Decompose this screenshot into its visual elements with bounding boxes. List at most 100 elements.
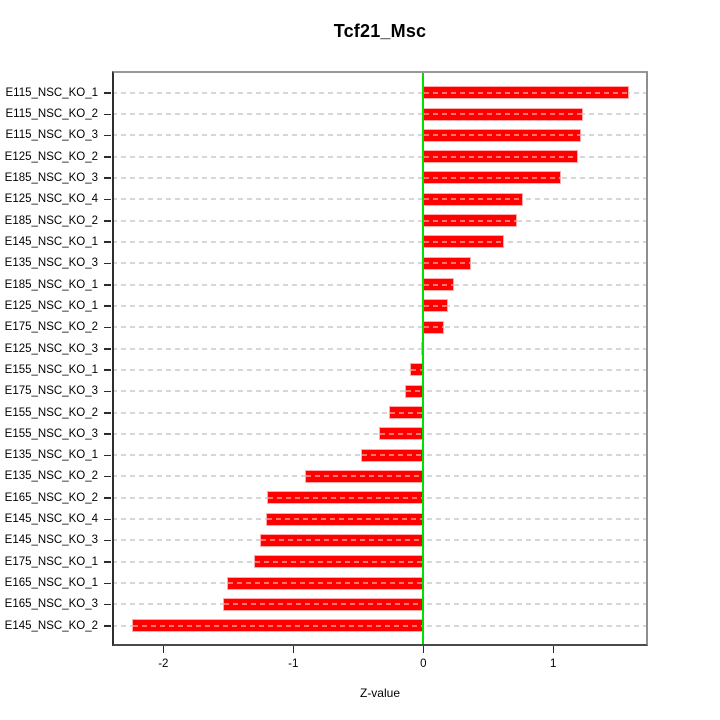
bar [423, 320, 445, 334]
bar [254, 555, 424, 569]
bar [423, 171, 562, 185]
gridline [112, 411, 648, 414]
gridline [112, 304, 648, 307]
bar [379, 427, 424, 441]
y-axis-tick [104, 582, 111, 585]
y-axis-category-label: E155_NSC_KO_3 [4, 427, 98, 440]
y-axis-category-label: E125_NSC_KO_4 [4, 193, 98, 206]
y-axis-category-label: E125_NSC_KO_2 [4, 150, 98, 163]
y-axis-tick [104, 603, 111, 606]
x-axis-label: Z-value [359, 686, 400, 700]
y-axis-category-label: E155_NSC_KO_1 [4, 363, 98, 376]
y-axis-category-label: E165_NSC_KO_2 [4, 491, 98, 504]
bar [227, 576, 424, 590]
gridline [112, 91, 648, 94]
gridline [112, 113, 648, 116]
y-axis-tick [104, 284, 111, 286]
y-axis-category-label: E115_NSC_KO_3 [5, 129, 98, 142]
bar [423, 150, 578, 164]
y-axis-tick [104, 305, 111, 307]
y-axis-category-label: E165_NSC_KO_3 [4, 598, 98, 611]
bar [267, 491, 424, 505]
y-axis-tick [104, 518, 111, 521]
y-axis-category-label: E135_NSC_KO_2 [4, 470, 98, 483]
bar [132, 619, 424, 633]
bar [266, 512, 424, 526]
y-axis-category-label: E135_NSC_KO_3 [4, 257, 98, 270]
bar [423, 192, 524, 206]
y-axis-tick [104, 220, 111, 222]
y-axis-category-label: E145_NSC_KO_1 [4, 235, 98, 248]
bar [259, 533, 424, 547]
bar [423, 128, 581, 142]
gridline [112, 262, 648, 265]
bar [360, 448, 424, 462]
y-axis-tick [104, 198, 111, 201]
y-axis-tick [104, 561, 111, 563]
x-axis-tick [422, 646, 425, 653]
y-axis-category-label: E155_NSC_KO_2 [4, 406, 98, 419]
gridline [112, 390, 648, 393]
y-axis-category-label: E145_NSC_KO_4 [4, 513, 98, 526]
x-axis-tick-label: -1 [288, 658, 299, 670]
x-axis-tick [292, 646, 295, 653]
gridline [112, 283, 648, 286]
y-axis-tick [104, 348, 111, 350]
y-axis-tick [104, 369, 111, 371]
y-axis-tick [104, 156, 111, 158]
y-axis-tick [104, 92, 111, 94]
y-axis-tick [104, 241, 111, 243]
y-axis-tick [104, 454, 111, 457]
y-axis-category-label: E135_NSC_KO_1 [4, 449, 98, 462]
y-axis-category-label: E145_NSC_KO_3 [4, 534, 98, 547]
gridline [112, 368, 648, 371]
bar [423, 86, 629, 100]
x-axis-tick-label: 1 [550, 658, 557, 670]
y-axis-category-label: E115_NSC_KO_1 [5, 86, 98, 99]
y-axis-tick [104, 475, 111, 478]
bar [305, 469, 424, 483]
plot-area [112, 71, 648, 646]
bar [423, 235, 504, 249]
y-axis-tick [104, 539, 111, 542]
y-axis-category-label: E185_NSC_KO_2 [4, 214, 98, 227]
y-axis-category-label: E175_NSC_KO_3 [4, 385, 98, 398]
y-axis-category-label: E185_NSC_KO_1 [4, 278, 98, 291]
y-axis-tick [104, 134, 111, 137]
bar [423, 256, 472, 270]
chart-title: Tcf21_Msc [333, 21, 427, 41]
x-axis-tick [552, 646, 554, 653]
x-axis-tick-label: -2 [158, 658, 169, 670]
y-axis-tick [104, 390, 111, 393]
gridline [112, 155, 648, 158]
bar [405, 384, 424, 398]
x-axis-tick-label: 0 [420, 658, 427, 670]
y-axis-tick [104, 497, 111, 499]
gridline [112, 326, 648, 329]
x-axis-tick [162, 646, 165, 653]
y-axis-category-label: E165_NSC_KO_1 [4, 577, 98, 590]
y-axis-tick [104, 113, 111, 116]
bar [410, 363, 424, 377]
y-axis-tick [104, 433, 111, 435]
y-axis-category-label: E125_NSC_KO_3 [4, 342, 98, 355]
zero-reference-line [422, 71, 425, 646]
gridline [112, 240, 648, 243]
y-axis-category-label: E125_NSC_KO_1 [4, 299, 98, 312]
y-axis-category-label: E185_NSC_KO_3 [4, 171, 98, 184]
y-axis-tick [104, 326, 111, 329]
bar [389, 406, 424, 419]
gridline [112, 347, 648, 350]
y-axis-tick [104, 262, 111, 265]
gridline [112, 219, 648, 222]
bar [423, 299, 448, 313]
gridline [112, 198, 648, 201]
bar [423, 278, 455, 292]
y-axis-tick [104, 412, 111, 414]
y-axis-category-label: E175_NSC_KO_1 [4, 555, 98, 568]
y-axis-category-label: E145_NSC_KO_2 [4, 619, 98, 632]
y-axis-tick [104, 625, 111, 627]
bar [423, 214, 517, 228]
bar [423, 107, 584, 121]
